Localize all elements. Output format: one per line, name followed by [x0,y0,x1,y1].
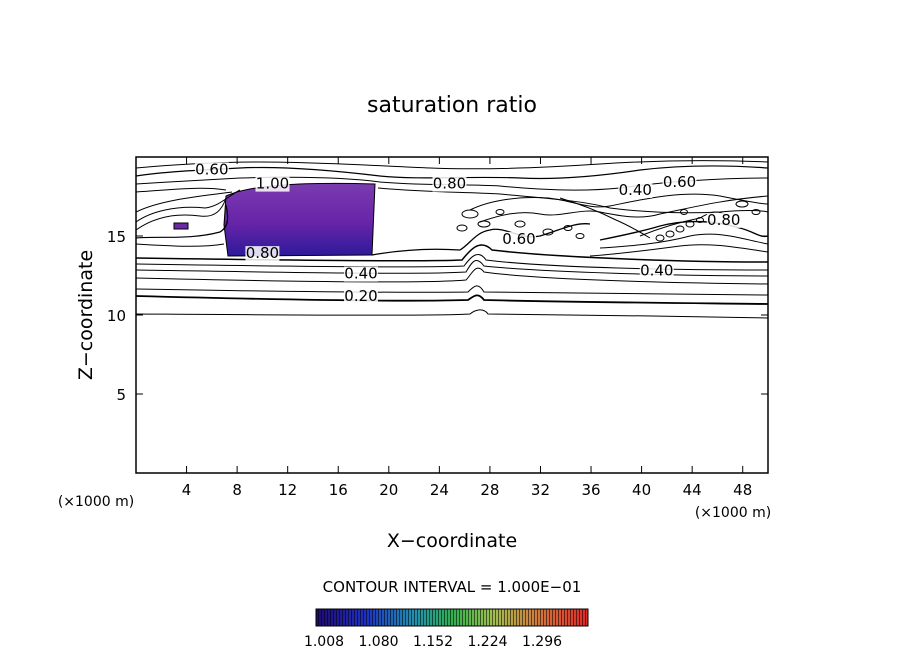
colorbar-tick-label: 1.224 [467,634,507,650]
contour-label: 0.40 [619,181,652,199]
chart-title: saturation ratio [367,93,537,118]
x-tick-label: 16 [329,481,348,499]
contour-label: 0.80 [707,211,740,229]
contour-label-bg [706,212,741,228]
contour-label-bg [501,231,536,247]
contour-label: 0.60 [195,160,228,178]
contour-label-bg [662,175,697,191]
contour-label-bg [245,246,280,262]
x-tick-label: 4 [182,481,192,499]
contour-label: 0.60 [663,173,696,191]
x-tick-label: 20 [379,481,398,499]
x-axis-label: X−coordinate [387,530,517,552]
contour-interval-label: CONTOUR INTERVAL = 1.000E−01 [323,578,582,596]
x-tick-label: 36 [581,481,600,499]
x-unit-left: (×1000 m) [58,494,134,510]
colorbar-stripes [316,609,588,626]
x-tick-label: 8 [232,481,242,499]
contour-label-bg [639,263,674,279]
contour-label: 0.40 [344,265,377,283]
colorbar-tick-label: 1.296 [522,634,562,650]
x-tick-label: 12 [278,481,297,499]
contour-label-bg [343,266,378,282]
y-tick-label: 10 [107,307,126,325]
x-tick-label: 44 [683,481,702,499]
colorbar-tick-label: 1.080 [358,634,398,650]
x-unit-right: (×1000 m) [695,505,771,521]
contour-label-group: 0.60 1.00 0.80 0.40 0.60 0.60 0.80 0.80 0.40 0.40… [194,160,741,305]
contour-label-bg [432,176,467,192]
colorbar-tick-label: 1.152 [413,634,453,650]
x-tick-label: 24 [430,481,449,499]
contour-label-bg [255,176,290,192]
small-supersaturation-patch [173,222,189,230]
y-tick-label: 5 [116,386,126,404]
contour-label: 0.60 [502,230,535,248]
x-tick-label: 32 [531,481,550,499]
colorbar-labels: 1.008 1.080 1.152 1.224 1.296 [304,634,562,650]
contour-label: 0.20 [344,287,377,305]
y-axis-label: Z−coordinate [75,250,97,380]
contour-label: 0.40 [640,262,673,280]
x-tick-label: 40 [632,481,651,499]
supersaturation-region [223,182,376,257]
colorbar-tick-label: 1.008 [304,634,344,650]
contour-label-bg [194,162,229,178]
contour-label: 1.00 [256,175,289,193]
x-tick-label: 48 [733,481,752,499]
contour-label: 0.80 [246,244,279,262]
x-axis-ticks: 4 8 12 16 20 24 28 32 36 40 44 48 [182,157,752,499]
y-tick-label: 15 [107,228,126,246]
colorbar-border [315,608,589,627]
contour-label-bg [618,182,653,198]
x-tick-label: 28 [480,481,499,499]
contour-lines [136,160,768,319]
colorbar [315,608,589,627]
contour-label-bg [343,288,378,304]
contour-label: 0.80 [433,175,466,193]
y-axis-ticks: 5 10 15 [107,228,768,404]
